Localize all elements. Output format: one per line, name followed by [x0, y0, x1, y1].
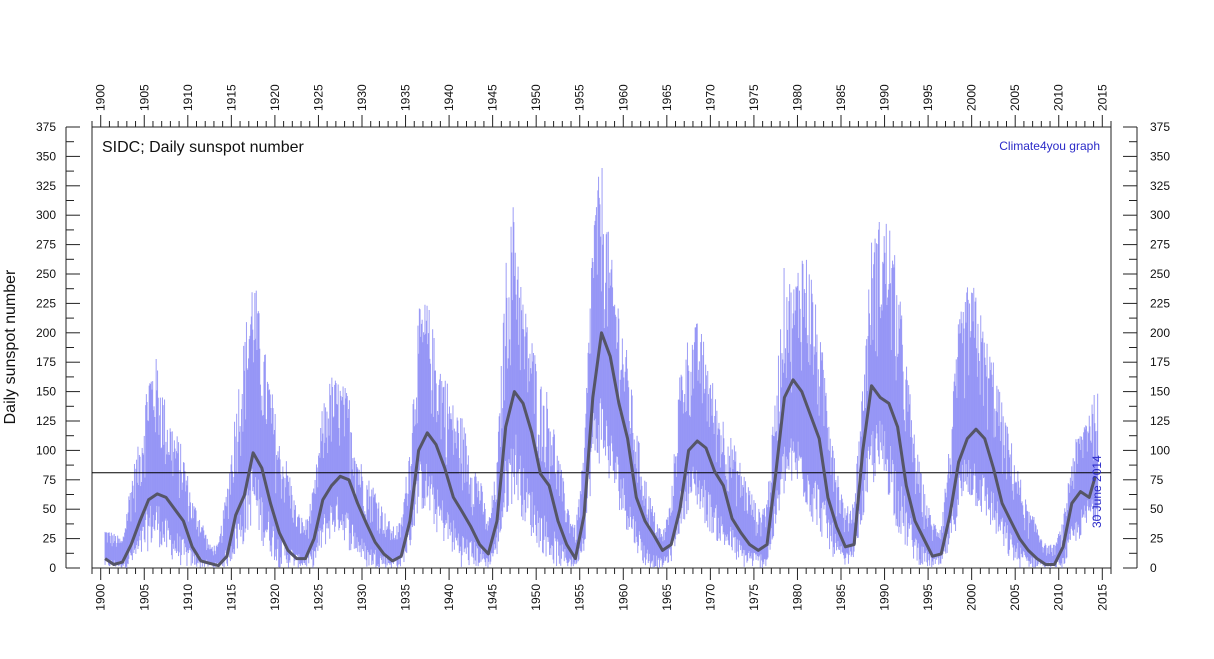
bottom-year-label: 1965	[660, 584, 674, 611]
left-value-label: 275	[36, 238, 56, 252]
bottom-year-label: 1985	[834, 584, 848, 611]
left-value-label: 75	[43, 473, 57, 487]
right-value-label: 25	[1150, 532, 1164, 546]
top-year-label: 2005	[1008, 84, 1022, 111]
left-value-label: 150	[36, 385, 56, 399]
left-value-label: 125	[36, 414, 56, 428]
top-year-label: 1915	[224, 84, 238, 111]
top-year-label: 1900	[94, 84, 108, 111]
right-value-label: 75	[1150, 473, 1164, 487]
right-value-label: 50	[1150, 502, 1164, 516]
bottom-year-label: 1915	[224, 584, 238, 611]
left-value-label: 50	[43, 502, 57, 516]
left-value-label: 375	[36, 120, 56, 134]
right-value-label: 100	[1150, 443, 1170, 457]
running-mean-line	[104, 331, 1097, 568]
bottom-year-label: 1970	[703, 584, 717, 611]
bottom-year-label: 1950	[529, 584, 543, 611]
credit-label: Climate4you graph	[999, 139, 1100, 153]
top-year-label: 1925	[311, 84, 325, 111]
left-value-label: 300	[36, 208, 56, 222]
left-value-axis: 0 25 50 75 100 125 150 175 200 225 250 275 300 325 350…	[36, 120, 80, 575]
left-value-label: 100	[36, 443, 56, 457]
bottom-year-label: 1980	[790, 584, 804, 611]
left-value-label: 175	[36, 355, 56, 369]
bottom-year-label: 2005	[1008, 584, 1022, 611]
right-value-label: 325	[1150, 179, 1170, 193]
bottom-year-label: 1945	[486, 584, 500, 611]
right-value-label: 0	[1150, 561, 1157, 575]
bottom-year-label: 2010	[1052, 584, 1066, 611]
right-value-label: 225	[1150, 296, 1170, 310]
top-year-label: 1960	[616, 84, 630, 111]
bottom-year-axis: 1900 1905 1910 1915 1920 1925 1930 1935 1940 1945…	[91, 568, 1112, 611]
left-value-label: 0	[49, 561, 56, 575]
top-year-label: 1980	[790, 84, 804, 111]
top-year-label: 1920	[268, 84, 282, 111]
top-year-label: 1940	[442, 84, 456, 111]
left-value-label: 25	[43, 532, 57, 546]
left-value-label: 225	[36, 296, 56, 310]
bottom-year-label: 1900	[94, 584, 108, 611]
top-year-label: 1910	[181, 84, 195, 111]
top-year-label: 2010	[1052, 84, 1066, 111]
right-value-label: 300	[1150, 208, 1170, 222]
top-year-label: 1985	[834, 84, 848, 111]
bottom-year-label: 1955	[573, 584, 587, 611]
top-year-label: 2015	[1095, 84, 1109, 111]
top-year-label: 1930	[355, 84, 369, 111]
bottom-year-label: 1910	[181, 584, 195, 611]
right-value-label: 375	[1150, 120, 1170, 134]
bottom-year-label: 1925	[311, 584, 325, 611]
right-value-label: 175	[1150, 355, 1170, 369]
left-value-label: 325	[36, 179, 56, 193]
top-year-label: 1950	[529, 84, 543, 111]
right-value-label: 250	[1150, 267, 1170, 281]
bottom-year-label: 1940	[442, 584, 456, 611]
bottom-year-label: 1930	[355, 584, 369, 611]
bottom-year-label: 1935	[399, 584, 413, 611]
bottom-year-label: 1995	[921, 584, 935, 611]
top-year-axis: 1900 1905 1910 1915 1920 1925 1930 1935 1940 1945…	[91, 84, 1112, 127]
right-value-label: 275	[1150, 238, 1170, 252]
top-year-label: 1935	[399, 84, 413, 111]
top-year-label: 1905	[137, 84, 151, 111]
top-year-label: 1955	[573, 84, 587, 111]
y-axis-title: Daily sunspot number	[2, 269, 19, 424]
top-year-label: 1990	[878, 84, 892, 111]
right-value-label: 150	[1150, 385, 1170, 399]
top-year-label: 2000	[965, 84, 979, 111]
bottom-year-label: 1920	[268, 584, 282, 611]
bottom-year-label: 1975	[747, 584, 761, 611]
bottom-year-label: 1960	[616, 584, 630, 611]
bottom-year-label: 1990	[878, 584, 892, 611]
left-value-label: 250	[36, 267, 56, 281]
bottom-year-label: 2015	[1095, 584, 1109, 611]
left-value-label: 200	[36, 326, 56, 340]
left-value-label: 350	[36, 149, 56, 163]
bottom-year-label: 2000	[965, 584, 979, 611]
right-value-label: 200	[1150, 326, 1170, 340]
chart-title: SIDC; Daily sunspot number	[102, 139, 305, 156]
right-value-axis: 0 25 50 75 100 125 150 175 200 225 250 275 300 325 350…	[1123, 120, 1170, 575]
right-value-label: 350	[1150, 149, 1170, 163]
right-value-label: 125	[1150, 414, 1170, 428]
date-note: 30 June 2014	[1090, 455, 1104, 528]
top-year-label: 1970	[703, 84, 717, 111]
top-year-label: 1945	[486, 84, 500, 111]
bottom-year-label: 1905	[137, 584, 151, 611]
top-year-label: 1995	[921, 84, 935, 111]
top-year-label: 1975	[747, 84, 761, 111]
top-year-label: 1965	[660, 84, 674, 111]
